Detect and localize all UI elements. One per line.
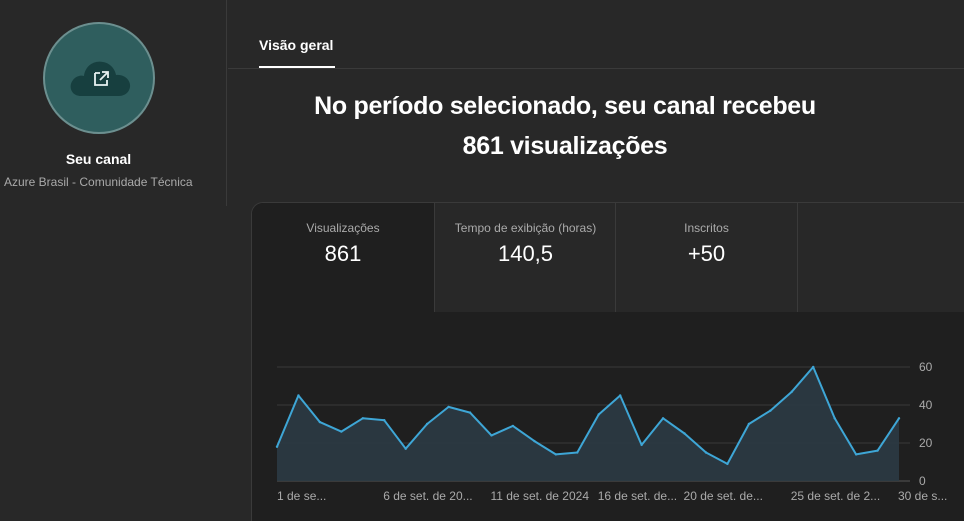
channel-panel: Seu canal Azure Brasil - Comunidade Técn… — [0, 0, 227, 206]
tab-overview[interactable]: Visão geral — [259, 37, 334, 53]
headline-line-2: 861 visualizações — [462, 132, 668, 160]
data-point — [812, 365, 815, 369]
data-point — [297, 394, 300, 397]
data-point — [640, 443, 643, 447]
data-point — [897, 417, 901, 420]
tab-active-indicator — [259, 66, 335, 68]
data-point — [726, 462, 729, 466]
y-tick-label: 0 — [919, 474, 926, 488]
metric-value: 140,5 — [497, 241, 554, 266]
metric-value: 861 — [324, 241, 362, 266]
metric-label: Visualizações — [306, 221, 380, 235]
tabs-bar: Visão geral — [228, 0, 964, 69]
channel-title: Seu canal — [65, 151, 132, 167]
channel-subtitle: Azure Brasil - Comunidade Técnica — [4, 175, 193, 189]
data-point — [511, 424, 515, 428]
data-point — [876, 449, 879, 452]
x-tick-label: 1 de se... — [277, 489, 326, 503]
data-point — [425, 422, 429, 426]
data-point — [490, 434, 493, 437]
data-point — [704, 451, 708, 454]
metric-value: +50 — [687, 241, 726, 266]
data-point — [318, 420, 322, 424]
data-point — [854, 453, 858, 456]
data-point — [447, 405, 450, 409]
y-tick-label: 20 — [919, 436, 933, 450]
data-point — [833, 417, 836, 420]
data-point — [747, 422, 751, 426]
data-point — [404, 447, 407, 450]
data-point — [683, 432, 686, 435]
data-point — [661, 417, 665, 420]
y-tick-label: 40 — [919, 398, 933, 412]
views-area — [277, 367, 899, 481]
metric-label: Tempo de exibição (horas) — [454, 221, 597, 235]
metric-label: Inscritos — [684, 221, 729, 235]
data-point — [340, 430, 343, 433]
data-point — [597, 413, 600, 416]
channel-avatar[interactable] — [43, 22, 155, 134]
data-point — [468, 411, 472, 414]
views-line — [276, 366, 900, 465]
x-tick-label: 20 de set. de... — [684, 489, 763, 503]
open-external-icon[interactable] — [92, 70, 110, 88]
page-headline: No período selecionado, seu canal recebe… — [300, 86, 830, 166]
x-tick-label: 30 de s... — [898, 489, 947, 503]
data-point — [533, 439, 536, 443]
data-point — [790, 390, 793, 393]
x-tick-label: 16 de set. de... — [598, 489, 677, 503]
x-tick-label: 11 de set. de 2024 — [490, 489, 589, 503]
metric-tab-subscribers[interactable]: Inscritos +50 — [615, 203, 797, 312]
metric-tab-extra[interactable] — [797, 203, 964, 312]
headline-line-1: No período selecionado, seu canal recebe… — [314, 92, 816, 120]
data-point — [361, 417, 364, 420]
data-point — [275, 445, 279, 448]
metric-tab-watch-time[interactable]: Tempo de exibição (horas) 140,5 — [434, 203, 616, 312]
data-point — [576, 451, 579, 454]
data-point — [769, 409, 772, 412]
data-point — [618, 394, 622, 397]
x-tick-label: 25 de set. de 2... — [791, 489, 880, 503]
y-tick-label: 60 — [919, 360, 933, 374]
x-tick-label: 6 de set. de 20... — [383, 489, 472, 503]
metric-tab-views[interactable]: Visualizações 861 — [252, 203, 434, 312]
data-point — [383, 419, 386, 422]
data-point — [554, 453, 558, 456]
